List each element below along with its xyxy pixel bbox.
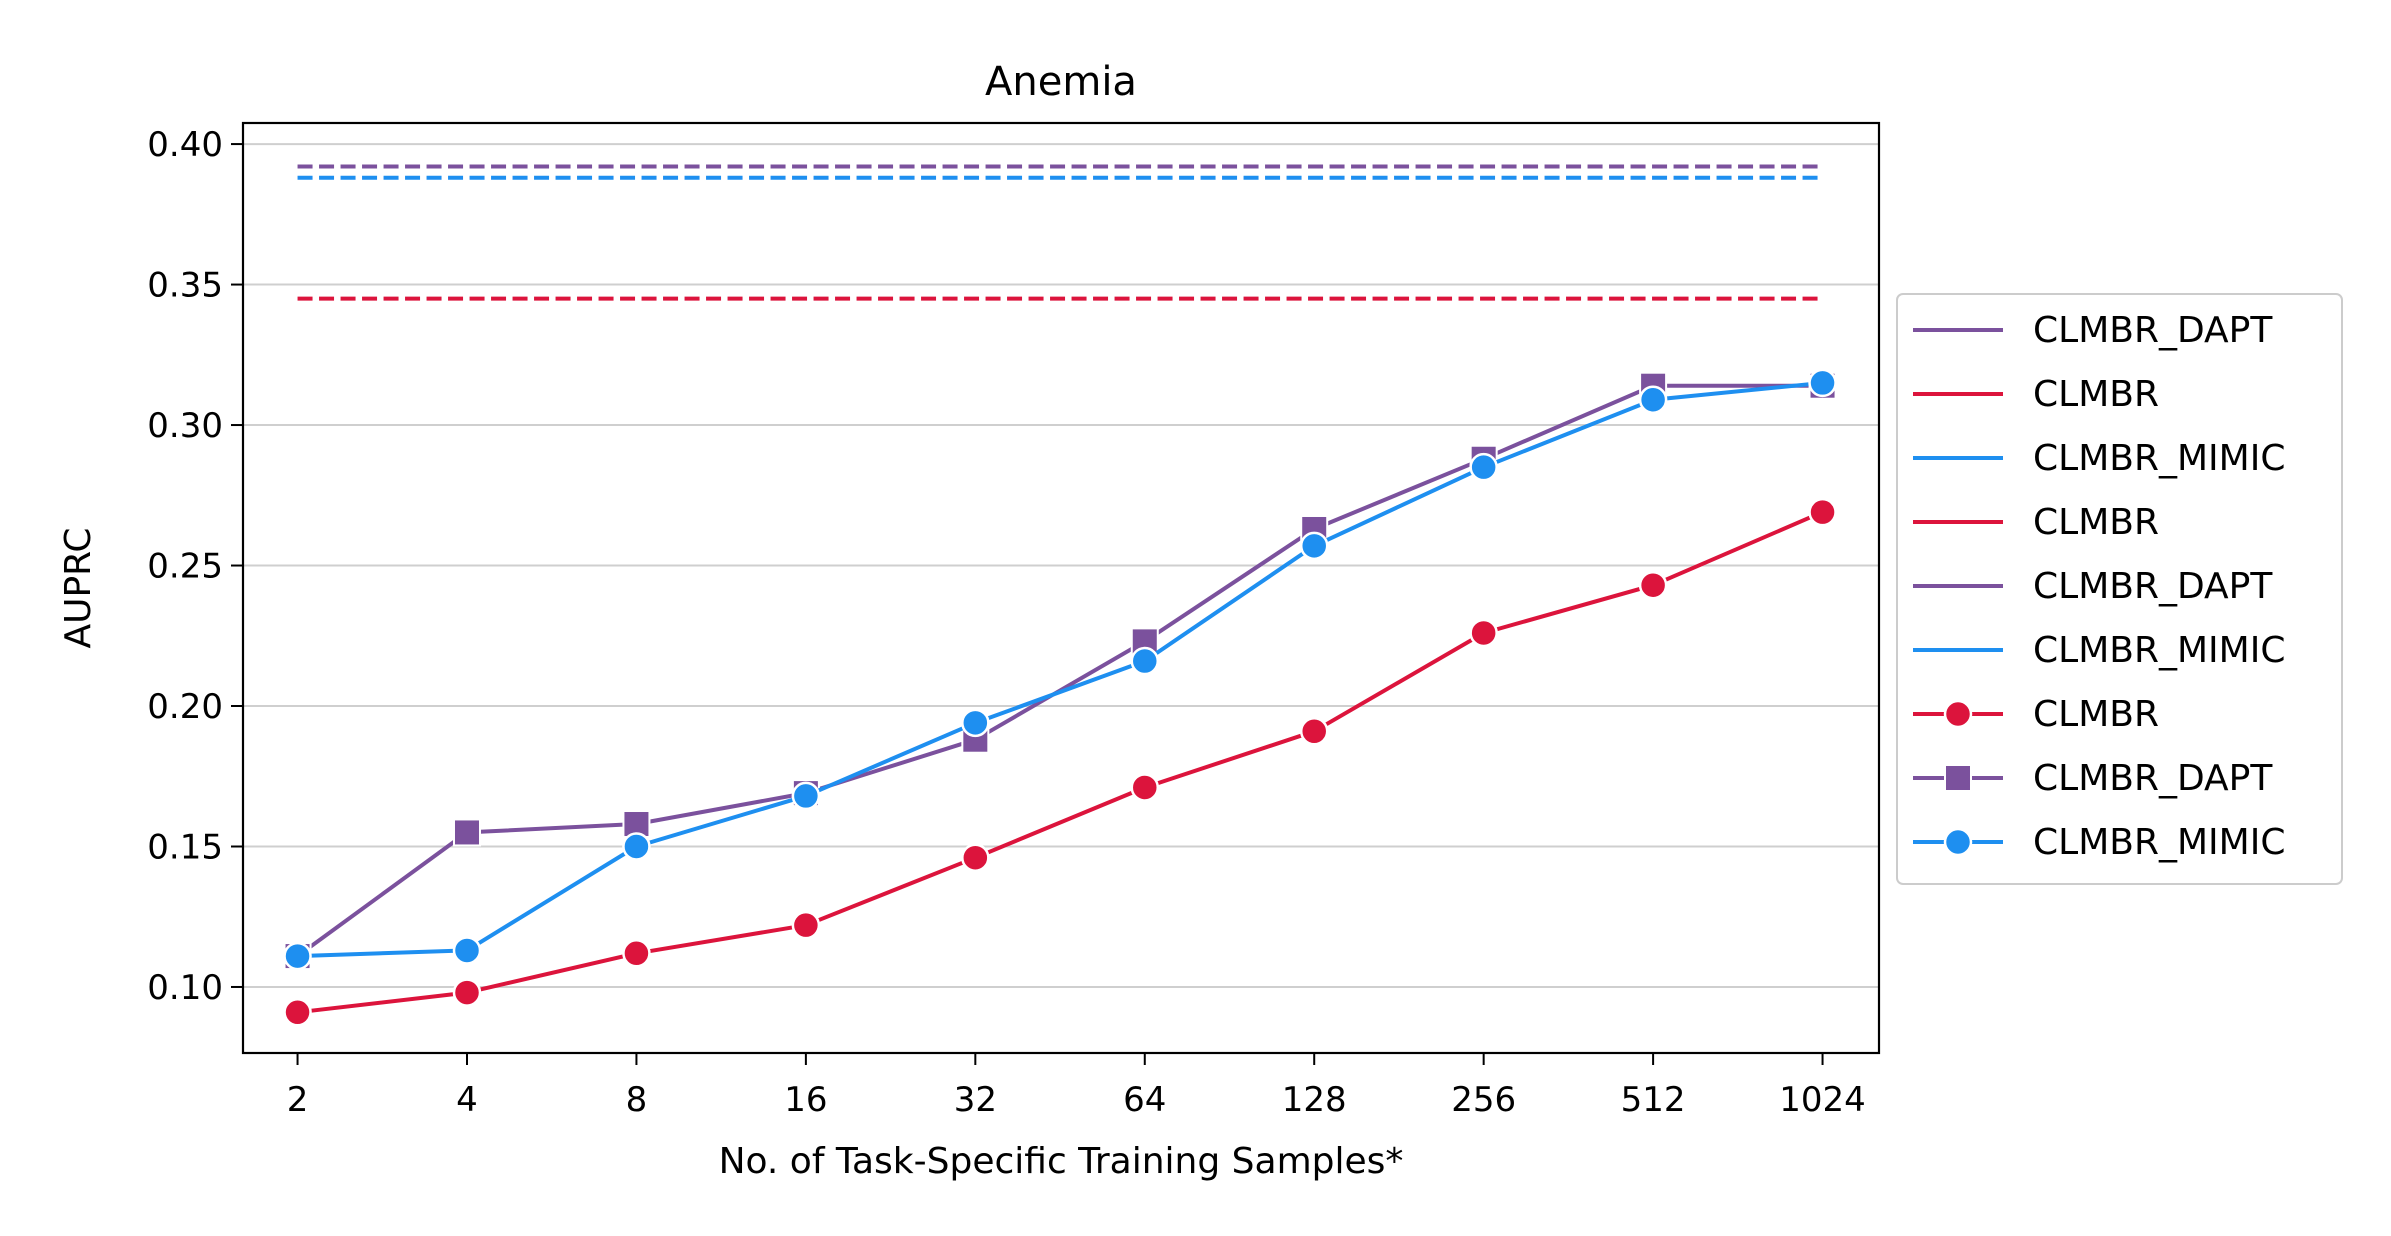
legend-label: CLMBR [2033,502,2159,543]
y-tick-label: 0.25 [147,547,223,587]
data-point-clmbr-mimic [622,832,651,861]
data-point-clmbr-mimic [1808,368,1837,398]
data-point-clmbr-dapt [452,818,481,847]
legend-label: CLMBR_MIMIC [2033,630,2285,671]
legend-marker [1943,827,1973,857]
y-tick-label: 0.30 [147,406,223,446]
legend-label: CLMBR_DAPT [2033,758,2273,799]
x-axis: 2 4 8 16 32 64 128 256 512 1024 [287,1053,1866,1120]
x-tick-label: 1024 [1779,1080,1866,1120]
legend-box [1896,293,2343,885]
data-point-clmbr-mimic [283,941,312,971]
data-point-clmbr-mimic [1130,646,1160,676]
series-line-clmbr-dapt [296,383,1823,958]
y-tick-label: 0.40 [147,125,223,165]
data-point-clmbr [791,910,821,940]
legend-label: CLMBR [2033,694,2159,735]
data-point-clmbr [283,998,312,1027]
y-axis: 0.10 0.15 0.20 0.25 0.30 0.35 0.40 [147,125,243,1008]
data-point-clmbr [452,978,482,1007]
x-tick-label: 256 [1451,1080,1516,1120]
data-series [283,368,1837,1027]
data-point-clmbr-mimic [452,936,482,965]
plot-frame [241,121,1881,1055]
x-tick-label: 16 [784,1080,827,1120]
legend-label: CLMBR_DAPT [2033,310,2273,351]
x-tick-label: 4 [456,1080,478,1120]
x-tick-label: 64 [1123,1080,1166,1120]
y-axis-label: AUPRC [58,527,99,648]
grid-lines [243,143,1879,988]
data-point-clmbr [1299,717,1329,746]
x-tick-label: 2 [287,1080,309,1120]
reference-lines [297,164,1823,301]
x-tick-label: 128 [1282,1080,1347,1120]
x-tick-label: 8 [626,1080,648,1120]
x-axis-label: No. of Task-Specific Training Samples* [719,1141,1404,1182]
y-tick-label: 0.15 [147,827,223,867]
legend-marker [1943,699,1973,729]
data-point-clmbr-mimic [1299,531,1329,561]
y-tick-label: 0.10 [147,968,223,1008]
data-point-clmbr [1638,570,1668,600]
legend: CLMBR_DAPT CLMBR CLMBR_MIMIC CLMBR CLMBR_DAP… [1896,293,2343,885]
legend-label: CLMBR [2033,374,2159,415]
legend-label: CLMBR_MIMIC [2033,822,2285,863]
data-point-clmbr-mimic [1469,452,1498,482]
data-point-clmbr [1808,497,1837,527]
x-tick-label: 32 [954,1080,997,1120]
data-point-clmbr-mimic [791,781,821,811]
data-point-clmbr [1130,773,1160,802]
y-tick-label: 0.35 [147,266,223,306]
y-tick-label: 0.20 [147,687,223,727]
series-line-clmbr-mimic [297,380,1823,959]
legend-label: CLMBR_DAPT [2033,566,2273,607]
legend-marker [1944,764,1972,792]
data-point-clmbr [622,939,651,968]
data-point-clmbr-mimic [1638,385,1668,415]
data-point-clmbr-mimic [961,708,990,738]
data-point-clmbr [961,843,990,872]
chart-title: Anemia [985,59,1137,105]
data-point-clmbr [1469,618,1498,648]
legend-label: CLMBR_MIMIC [2033,438,2285,479]
series-line-clmbr [297,510,1824,1015]
x-tick-label: 512 [1621,1080,1686,1120]
